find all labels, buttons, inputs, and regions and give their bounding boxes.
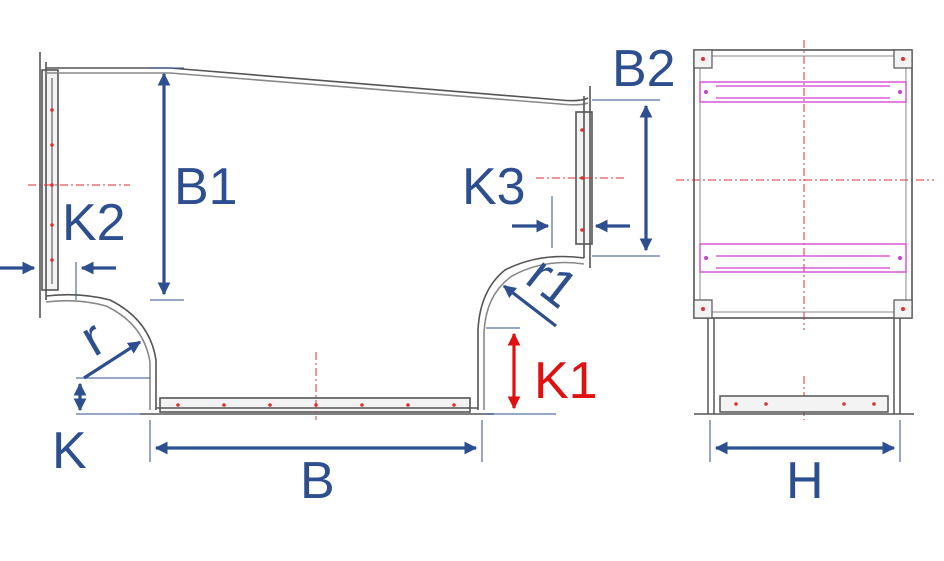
right-flange: [575, 86, 593, 268]
label-b2: B2: [612, 40, 676, 98]
label-k3: K3: [462, 158, 526, 216]
label-r: r: [71, 309, 115, 368]
front-view: [693, 49, 914, 415]
label-k2: K2: [62, 194, 126, 252]
left-flange: [39, 52, 59, 318]
label-b1: B1: [174, 158, 238, 216]
top-wall: [46, 67, 589, 102]
r-arrow: [83, 340, 142, 380]
radius-r1-curve: [477, 255, 585, 410]
label-b: B: [300, 452, 335, 510]
label-k1: K1: [534, 352, 598, 410]
inner-flange: [699, 81, 907, 273]
r1-arrow: [502, 284, 557, 328]
bottom-flange: [140, 397, 494, 415]
label-h: H: [786, 452, 824, 510]
dimension-arrows: [0, 72, 896, 455]
radius-r-curve: [45, 293, 157, 410]
label-k: K: [52, 422, 87, 480]
extension-lines: [75, 67, 901, 462]
